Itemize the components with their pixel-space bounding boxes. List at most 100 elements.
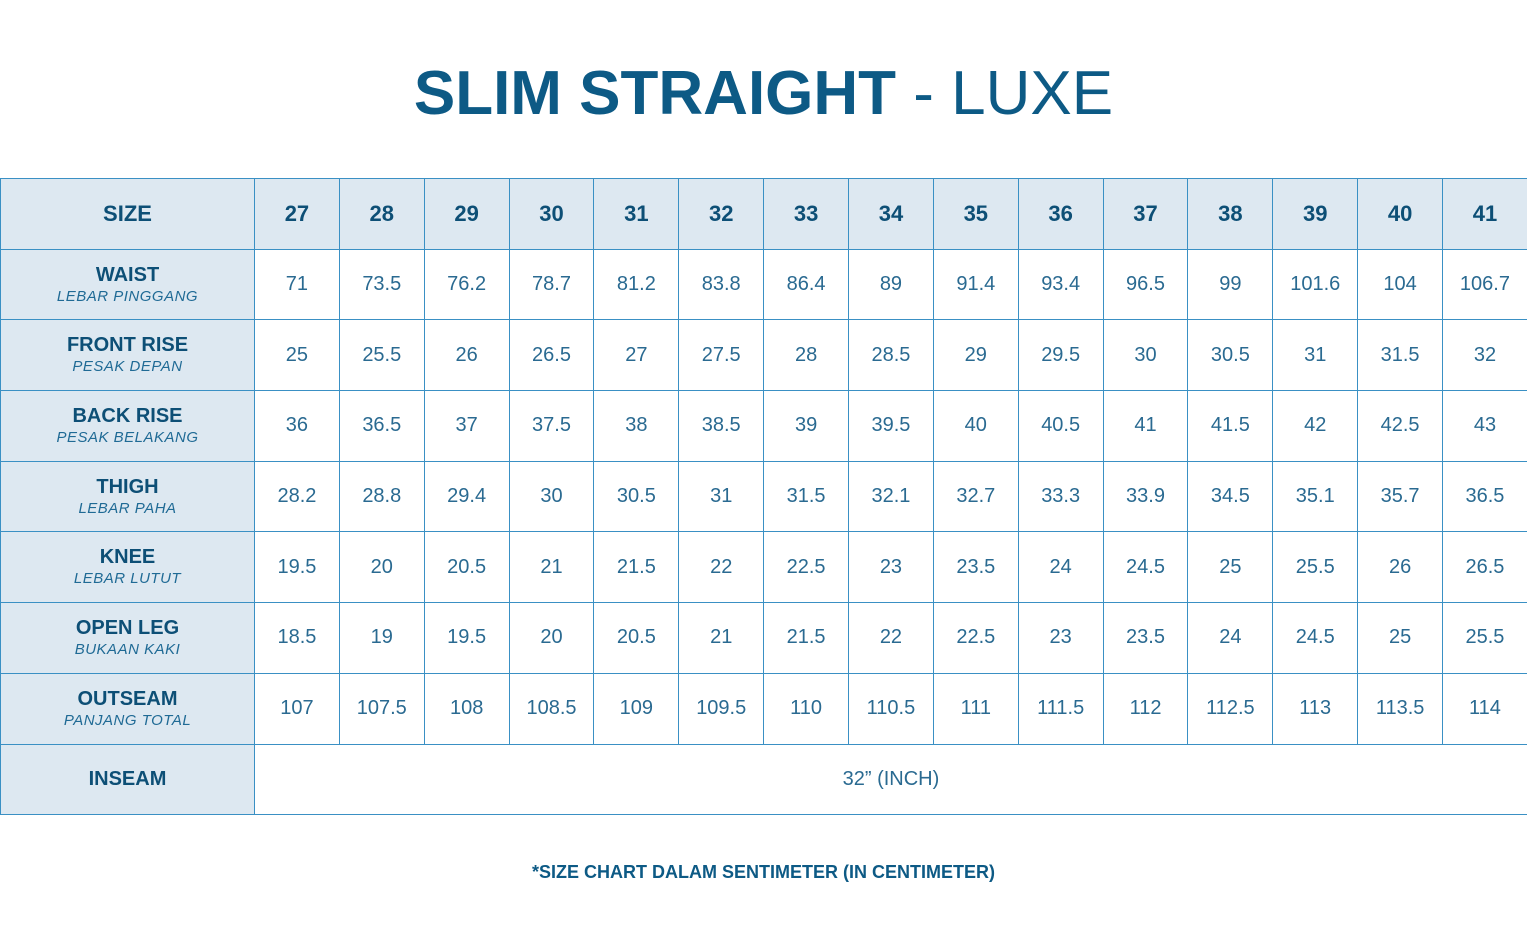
measurement-cell: 30 (508, 460, 595, 533)
measurement-cell: 33.3 (1017, 460, 1104, 533)
measurement-cell: 113 (1272, 672, 1359, 745)
row-sublabel: BUKAAN KAKI (74, 640, 181, 658)
measurement-cell: 40.5 (1017, 390, 1104, 462)
measurement-cell: 78.7 (508, 248, 595, 321)
size-column-header: 27 (254, 178, 340, 250)
inseam-row: INSEAM 32” (INCH) (0, 743, 1527, 816)
size-column-header: 28 (338, 178, 425, 250)
measurement-cell: 39 (763, 390, 850, 462)
measurement-cell: 28 (763, 319, 850, 392)
row-header: FRONT RISE PESAK DEPAN (0, 319, 255, 392)
measurement-cell: 25.5 (1442, 602, 1527, 674)
measurement-cell: 19.5 (254, 531, 340, 604)
measurement-cell: 27 (593, 319, 680, 392)
measurement-cell: 31.5 (1357, 319, 1444, 392)
measurement-cell: 32 (1442, 319, 1527, 392)
measurement-cell: 24 (1187, 602, 1274, 674)
footnote: *SIZE CHART DALAM SENTIMETER (IN CENTIME… (532, 862, 995, 882)
measurement-cell: 111.5 (1017, 672, 1104, 745)
measurement-cell: 20.5 (423, 531, 510, 604)
measurement-cell: 26 (423, 319, 510, 392)
measurement-row: THIGH LEBAR PAHA 28.2 28.8 29.4 30 30.5 31 31.5 3… (0, 460, 1527, 533)
row-header: INSEAM (0, 743, 255, 816)
measurement-cell: 76.2 (423, 248, 510, 321)
measurement-row: OPEN LEG BUKAAN KAKI 18.5 19 19.5 20 20.5 21 21.… (0, 602, 1527, 674)
measurement-cell: 108.5 (508, 672, 595, 745)
row-sublabel: LEBAR LUTUT (73, 570, 182, 588)
measurement-cell: 36 (254, 390, 340, 462)
measurement-cell: 28.2 (254, 460, 340, 533)
row-label: INSEAM (88, 768, 167, 791)
measurement-cell: 24.5 (1102, 531, 1189, 604)
size-column-header: 29 (423, 178, 510, 250)
measurement-cell: 22.5 (763, 531, 850, 604)
measurement-cell: 109.5 (678, 672, 765, 745)
measurement-cell: 38 (593, 390, 680, 462)
measurement-cell: 32.1 (848, 460, 934, 533)
measurement-cell: 33.9 (1102, 460, 1189, 533)
measurement-cell: 71 (254, 248, 340, 321)
measurement-cell: 112 (1102, 672, 1189, 745)
measurement-cell: 24 (1017, 531, 1104, 604)
measurement-cell: 25.5 (338, 319, 425, 392)
measurement-cell: 104 (1357, 248, 1444, 321)
size-column-header: 41 (1442, 178, 1527, 250)
row-sublabel: LEBAR PINGGANG (56, 287, 199, 305)
measurement-cell: 22 (678, 531, 765, 604)
measurement-cell: 29 (932, 319, 1019, 392)
measurement-cell: 30.5 (1187, 319, 1274, 392)
measurement-cell: 32.7 (932, 460, 1019, 533)
measurement-cell: 31.5 (763, 460, 850, 533)
row-label: OUTSEAM (77, 687, 178, 710)
page-title: SLIM STRAIGHT - LUXE (0, 58, 1527, 130)
measurement-cell: 21 (508, 531, 595, 604)
size-column-header: 38 (1187, 178, 1274, 250)
measurement-cell: 42.5 (1357, 390, 1444, 462)
measurement-cell: 41 (1102, 390, 1189, 462)
row-label: THIGH (96, 475, 159, 498)
row-header: OPEN LEG BUKAAN KAKI (0, 602, 255, 674)
measurement-row: KNEE LEBAR LUTUT 19.5 20 20.5 21 21.5 22 22.5 23 2… (0, 531, 1527, 604)
measurement-cell: 28.8 (338, 460, 425, 533)
measurement-cell: 114 (1442, 672, 1527, 745)
title-product: SLIM STRAIGHT (413, 59, 897, 128)
size-column-header: 31 (593, 178, 680, 250)
measurement-cell: 40 (932, 390, 1019, 462)
size-column-header: 32 (678, 178, 765, 250)
measurement-cell: 73.5 (338, 248, 425, 321)
row-label: WAIST (95, 263, 160, 286)
measurement-cell: 99 (1187, 248, 1274, 321)
row-header: BACK RISE PESAK BELAKANG (0, 390, 255, 462)
measurement-cell: 24.5 (1272, 602, 1359, 674)
measurement-cell: 112.5 (1187, 672, 1274, 745)
measurement-cell: 89 (848, 248, 934, 321)
measurement-cell: 35.1 (1272, 460, 1359, 533)
size-column-header: 36 (1017, 178, 1104, 250)
measurement-cell: 26.5 (1442, 531, 1527, 604)
row-label: FRONT RISE (66, 334, 189, 357)
measurement-cell: 38.5 (678, 390, 765, 462)
measurement-cell: 26.5 (508, 319, 595, 392)
row-sublabel: LEBAR PAHA (78, 499, 177, 517)
measurement-cell: 101.6 (1272, 248, 1359, 321)
measurement-cell: 37 (423, 390, 510, 462)
measurement-cell: 111 (932, 672, 1019, 745)
measurement-cell: 25 (1187, 531, 1274, 604)
row-sublabel: PESAK DEPAN (72, 358, 183, 376)
inseam-value: 32” (INCH) (254, 743, 1527, 816)
measurement-row: BACK RISE PESAK BELAKANG 36 36.5 37 37.5 38 38.… (0, 390, 1527, 462)
measurement-cell: 19.5 (423, 602, 510, 674)
measurement-cell: 36.5 (338, 390, 425, 462)
row-header: OUTSEAM PANJANG TOTAL (0, 672, 255, 745)
size-chart-table: SIZE 27 28 29 30 31 32 33 34 35 36 37 38 39 40 41 WAIS… (0, 178, 1527, 816)
measurement-cell: 43 (1442, 390, 1527, 462)
measurement-cell: 31 (678, 460, 765, 533)
measurement-cell: 81.2 (593, 248, 680, 321)
size-column-header: 40 (1357, 178, 1444, 250)
measurement-cell: 96.5 (1102, 248, 1189, 321)
measurement-row: FRONT RISE PESAK DEPAN 25 25.5 26 26.5 27 27.5 2… (0, 319, 1527, 392)
measurement-cell: 30.5 (593, 460, 680, 533)
measurement-cell: 21.5 (763, 602, 850, 674)
row-label: OPEN LEG (75, 616, 180, 639)
measurement-cell: 39.5 (848, 390, 934, 462)
